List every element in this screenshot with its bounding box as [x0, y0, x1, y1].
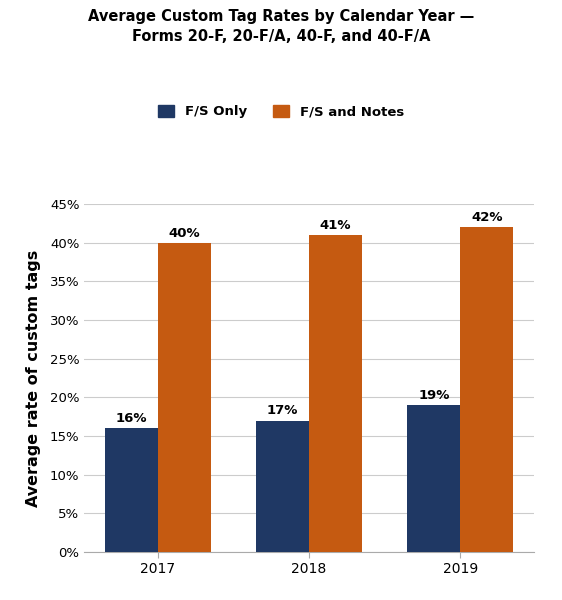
Bar	[256, 421, 309, 552]
Bar	[105, 428, 158, 552]
Legend: F/S Only, F/S and Notes: F/S Only, F/S and Notes	[153, 100, 409, 124]
Bar	[158, 242, 211, 552]
Text: 17%: 17%	[267, 404, 298, 418]
Text: 40%: 40%	[169, 227, 200, 239]
Text: 19%: 19%	[418, 389, 450, 402]
Text: 42%: 42%	[471, 211, 503, 224]
Bar	[407, 405, 460, 552]
Bar	[460, 227, 514, 552]
Text: Average Custom Tag Rates by Calendar Year —
Forms 20-F, 20-F/A, 40-F, and 40-F/A: Average Custom Tag Rates by Calendar Yea…	[88, 9, 474, 44]
Bar	[309, 235, 362, 552]
Text: 16%: 16%	[115, 412, 147, 425]
Y-axis label: Average rate of custom tags: Average rate of custom tags	[26, 250, 42, 506]
Text: 41%: 41%	[320, 219, 351, 232]
